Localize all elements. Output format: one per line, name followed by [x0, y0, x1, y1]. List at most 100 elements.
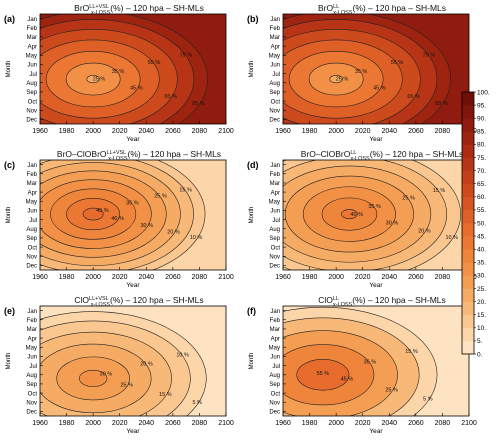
y-axis-label: Month [6, 207, 12, 224]
contour-label: 85 % [435, 101, 448, 107]
y-tick-label: Feb [27, 26, 38, 32]
y-tick-label: Dec [26, 410, 37, 416]
y-tick-label: Oct [28, 245, 38, 251]
y-tick-label: Oct [28, 391, 38, 397]
y-tick-label: Jul [272, 72, 280, 78]
colorbar-tick-label: 95. [477, 102, 486, 109]
y-tick-label: May [269, 199, 280, 205]
y-axis-label: Month [249, 61, 255, 78]
colorbar: 100. 95. 90. 85. 80. 75. 70. 65. 60. 55. 50. 45. 40.… [461, 89, 490, 358]
contour-label: 45 % [130, 86, 143, 92]
y-tick-label: Sep [26, 382, 37, 388]
panel-letter: (f) [247, 306, 256, 316]
contour-line [296, 359, 350, 391]
filled-field: 25 % 35 % 45 % 55 % 65 % 75 % 85 % [283, 14, 469, 124]
x-tick-label: 1980 [59, 420, 75, 427]
chart-panel: BrO–ClOBrOLL+VSL x-LOSS(%) – 120 hpa – SH… [4, 149, 234, 289]
colorbar-tick-label: 50. [477, 220, 486, 227]
colorbar-swatch [462, 144, 474, 158]
y-tick-label: Nov [269, 254, 280, 260]
y-tick-label: Jan [270, 309, 280, 315]
y-tick-label: Nov [26, 254, 37, 260]
contour-label: 35 % [126, 200, 139, 206]
colorbar-swatch [462, 170, 474, 184]
y-tick-label: Nov [269, 400, 280, 406]
x-tick-label: 2060 [165, 128, 181, 135]
colorbar-swatch [462, 131, 474, 145]
x-tick-label: 2000 [328, 420, 344, 427]
contour-label: 15 % [179, 188, 192, 194]
x-axis-label: Year [369, 136, 383, 143]
colorbar-swatch [462, 196, 474, 211]
y-tick-label: Jan [270, 163, 280, 169]
x-tick-label: 1980 [59, 128, 75, 135]
x-tick-label: 2080 [192, 128, 208, 135]
x-axis-label: Year [369, 428, 383, 435]
colorbar-tick-label: 5. [477, 338, 483, 345]
y-tick-label: Dec [26, 118, 37, 124]
y-axis-label: Month [6, 353, 12, 370]
colorbar-swatch [462, 249, 474, 263]
y-tick-label: Jun [27, 209, 37, 215]
contour-label: 5 % [423, 396, 433, 402]
x-tick-label: 1980 [59, 274, 75, 281]
filled-field: 10 % 15 % 20 % 25 % 30 % 35 % 40 %45 % [40, 160, 226, 270]
filled-field: 5 % 10 % 15 % 20 % 25 % 30 % [40, 306, 226, 416]
y-tick-label: Oct [271, 245, 281, 251]
contour-label: 45 % [341, 377, 354, 383]
y-tick-label: Dec [269, 410, 280, 416]
colorbar-tick-label: 60. [477, 194, 486, 201]
y-tick-label: Sep [26, 90, 37, 96]
y-tick-label: Sep [26, 236, 37, 242]
x-tick-label: 2020 [112, 128, 128, 135]
x-tick-label: 2020 [355, 420, 371, 427]
contour-label: 25 % [120, 383, 133, 389]
contour-label: 25 % [385, 388, 398, 394]
contour-label: 65 % [407, 94, 420, 100]
colorbar-tick-label: 25. [477, 286, 486, 293]
colorbar-tick-label: 90. [477, 116, 486, 123]
contour-label: 35 % [112, 69, 125, 75]
x-tick-label: 2000 [328, 128, 344, 135]
colorbar-tick-label: 80. [477, 142, 486, 149]
y-tick-label: May [26, 53, 37, 59]
panel-title: BrOLL+VSL x-LOSS(%) – 120 hpa – SH-MLs [74, 3, 204, 16]
x-tick-label: 2040 [138, 128, 154, 135]
contour-label: 40 % [350, 212, 363, 218]
contour-label: 75 % [180, 52, 193, 58]
x-tick-label: 1980 [302, 128, 318, 135]
y-tick-label: Jun [270, 355, 280, 361]
plot-frame [39, 305, 227, 417]
contour-line [329, 75, 343, 84]
colorbar-tick-label: 85. [477, 129, 486, 136]
x-tick-label: 2020 [112, 274, 128, 281]
y-tick-label: Jan [27, 163, 37, 169]
panel-letter: (c) [4, 160, 15, 170]
x-tick-label: 2060 [408, 128, 424, 135]
colorbar-swatch [462, 118, 474, 132]
y-tick-label: Aug [26, 81, 37, 87]
y-tick-label: Sep [269, 382, 280, 388]
y-tick-label: Mar [27, 327, 37, 333]
x-tick-label: 2080 [192, 420, 208, 427]
contour-label: 5 % [192, 400, 202, 406]
x-tick-label: 1960 [275, 128, 291, 135]
colorbar-tick-label: 20. [477, 299, 486, 306]
contour-label: 10 % [445, 235, 458, 241]
panels: BrOLL+VSL x-LOSS(%) – 120 hpa – SH-MLs 25 … [4, 3, 477, 435]
x-tick-label: 2080 [435, 128, 451, 135]
y-tick-label: Oct [28, 99, 38, 105]
y-axis-label: Month [249, 353, 255, 370]
colorbar-tick-label: 15. [477, 312, 486, 319]
colorbar-tick-label: 45. [477, 233, 486, 240]
chart-panel: BrOLL+VSL x-LOSS(%) – 120 hpa – SH-MLs25 … [4, 3, 234, 143]
y-tick-label: Oct [271, 391, 281, 397]
y-tick-label: Feb [270, 318, 281, 324]
contour-label: 30 % [100, 371, 113, 377]
colorbar-swatch [462, 327, 474, 342]
x-tick-label: 1960 [275, 420, 291, 427]
x-tick-label: 2060 [165, 274, 181, 281]
filled-field: 10 % 15 % 20 % 25 % 30 % 35 % 40 % [283, 160, 469, 270]
colorbar-swatch [462, 262, 474, 276]
contour-label: 35 % [355, 69, 368, 75]
